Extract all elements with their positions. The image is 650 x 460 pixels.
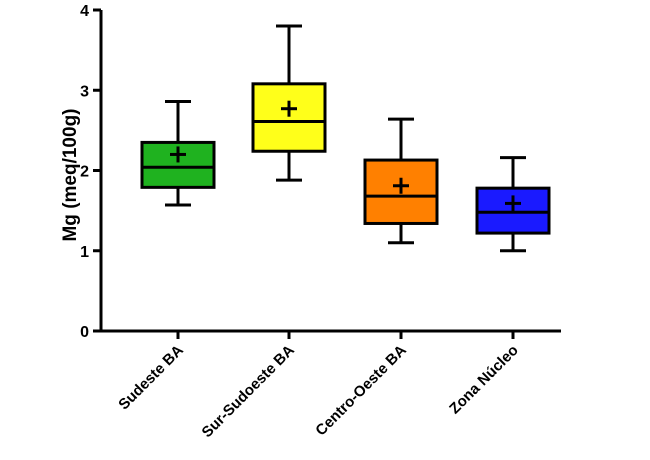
plot-area: 0 1 2 3 4 Sudeste BA Sur-Sudoeste BA Centro-Oes… — [80, 3, 561, 441]
x-category-label: Sudeste BA — [115, 342, 187, 414]
y-tick-label: 2 — [80, 164, 89, 181]
x-category-label: Zona Núcleo — [446, 342, 522, 418]
y-axis-title: Mg (meq/100g) — [60, 108, 81, 241]
y-tick-label: 0 — [80, 324, 89, 341]
y-tick-label: 4 — [80, 3, 89, 20]
x-category-label: Sur-Sudoeste BA — [199, 342, 298, 441]
y-tick-label: 3 — [80, 83, 89, 100]
x-category-label: Centro-Oeste BA — [312, 342, 410, 440]
y-tick-label: 1 — [80, 244, 89, 261]
box-2 — [251, 82, 327, 153]
